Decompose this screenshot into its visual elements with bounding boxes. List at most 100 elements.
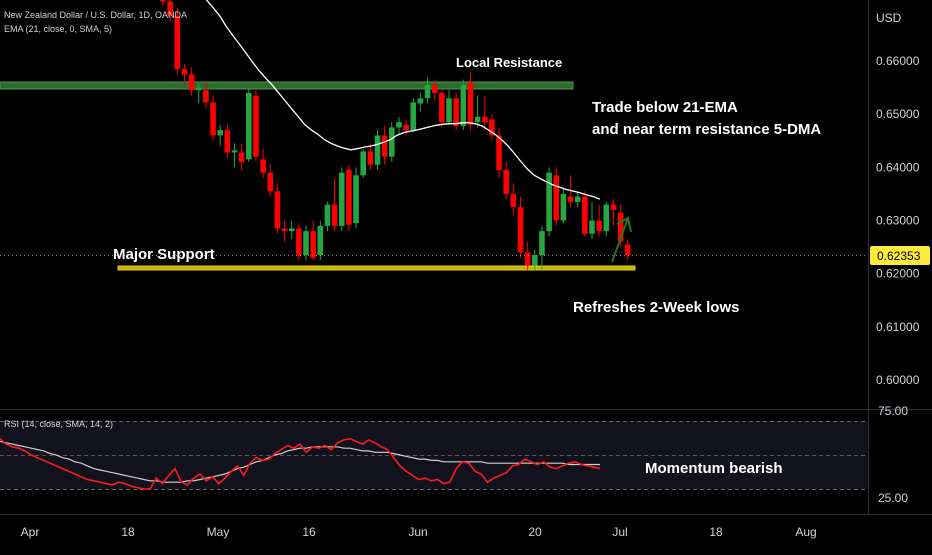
- candle: [510, 183, 517, 216]
- candle: [217, 124, 223, 147]
- candle: [281, 220, 288, 242]
- candle: [360, 148, 366, 178]
- candle: [567, 175, 574, 208]
- candle: [389, 122, 395, 163]
- candle: [560, 188, 567, 224]
- candle: [195, 83, 202, 104]
- candle: [210, 95, 216, 141]
- candle: [524, 241, 531, 272]
- price-tick-label: 0.62000: [876, 267, 920, 281]
- price-pane: [0, 0, 868, 410]
- candle: [553, 167, 560, 226]
- candle: [246, 87, 252, 163]
- candle: [296, 223, 302, 261]
- candle: [274, 183, 281, 234]
- price-axis: 0.66000 0.65000 0.64000 0.63000 0.62000 0.610…: [876, 54, 920, 387]
- candle: [574, 191, 581, 208]
- candle: [460, 79, 467, 131]
- price-tick-label: 0.60000: [876, 373, 920, 387]
- candles-layer: [160, 0, 631, 272]
- ema-line: [205, 0, 601, 200]
- candle: [367, 143, 374, 170]
- candle: [331, 177, 338, 232]
- candle: [338, 167, 345, 232]
- rsi-header: RSI (14, close, SMA, 14, 2): [4, 419, 113, 429]
- candle: [596, 204, 602, 237]
- price-tick-label: 0.64000: [876, 160, 920, 174]
- symbol-header: New Zealand Dollar / U.S. Dollar, 1D, OA…: [4, 10, 187, 20]
- candle: [374, 130, 381, 170]
- rsi-tick-25: 25.00: [878, 491, 908, 505]
- time-tick-label: 18: [709, 525, 723, 539]
- candle: [310, 220, 316, 261]
- candle: [324, 201, 331, 232]
- candle: [203, 82, 209, 109]
- time-tick-label: 16: [302, 525, 316, 539]
- time-tick-label: May: [207, 525, 230, 539]
- trade-below-label-2: and near term resistance 5-DMA: [592, 121, 821, 138]
- candle: [160, 0, 166, 6]
- resistance-band: [0, 81, 574, 90]
- up-arrow-icon: [611, 216, 632, 263]
- rsi-tick-75: 75.00: [878, 404, 908, 418]
- time-tick-label: Aug: [795, 525, 816, 539]
- price-tick-label: 0.65000: [876, 107, 920, 121]
- candle: [589, 201, 595, 240]
- time-tick-label: Jun: [408, 525, 427, 539]
- candle: [481, 95, 488, 131]
- candle: [453, 92, 459, 131]
- candle: [439, 90, 445, 128]
- candle: [446, 90, 452, 125]
- time-axis: Apr 18 May 16 Jun 20 Jul 18 Aug: [21, 525, 817, 539]
- rsi-ma-line: [0, 440, 600, 483]
- candle: [503, 162, 509, 200]
- candle: [288, 220, 295, 240]
- candle: [381, 125, 388, 165]
- candle: [267, 164, 274, 197]
- local-resistance-label: Local Resistance: [456, 55, 562, 70]
- candle: [489, 114, 495, 141]
- support-band: [117, 265, 636, 271]
- currency-label: USD: [876, 11, 902, 25]
- candle: [181, 63, 188, 85]
- candle: [496, 127, 502, 178]
- ema-header: EMA (21, close, 0, SMA, 5): [4, 24, 112, 34]
- candle: [532, 249, 538, 272]
- candle: [231, 143, 238, 168]
- candle: [610, 199, 617, 226]
- candle: [353, 167, 359, 229]
- price-tick-label: 0.63000: [876, 214, 920, 228]
- candle: [410, 98, 417, 133]
- price-tick-label: 0.61000: [876, 320, 920, 334]
- candle: [188, 67, 195, 96]
- candle: [253, 90, 259, 161]
- candle: [431, 79, 438, 101]
- rsi-line: [0, 437, 601, 490]
- candle: [517, 196, 524, 258]
- candle: [396, 116, 402, 136]
- candle: [546, 167, 552, 237]
- candle: [539, 225, 545, 272]
- candle: [224, 123, 231, 158]
- momentum-label: Momentum bearish: [645, 460, 783, 477]
- time-tick-label: 20: [528, 525, 542, 539]
- candle: [603, 201, 610, 237]
- candle: [582, 191, 588, 237]
- price-tick-label: 0.66000: [876, 54, 920, 68]
- candle: [174, 7, 181, 75]
- candle: [167, 0, 173, 22]
- candle: [238, 143, 245, 170]
- trade-below-label-1: Trade below 21-EMA: [592, 99, 738, 116]
- time-tick-label: Jul: [612, 525, 627, 539]
- candle: [467, 71, 474, 131]
- candle: [346, 164, 352, 232]
- last-price-tag: [870, 246, 930, 265]
- candle: [303, 225, 309, 261]
- candle: [417, 92, 424, 112]
- candle: [424, 76, 431, 104]
- major-support-label: Major Support: [113, 246, 215, 263]
- time-tick-label: 18: [121, 525, 135, 539]
- candle: [260, 148, 266, 178]
